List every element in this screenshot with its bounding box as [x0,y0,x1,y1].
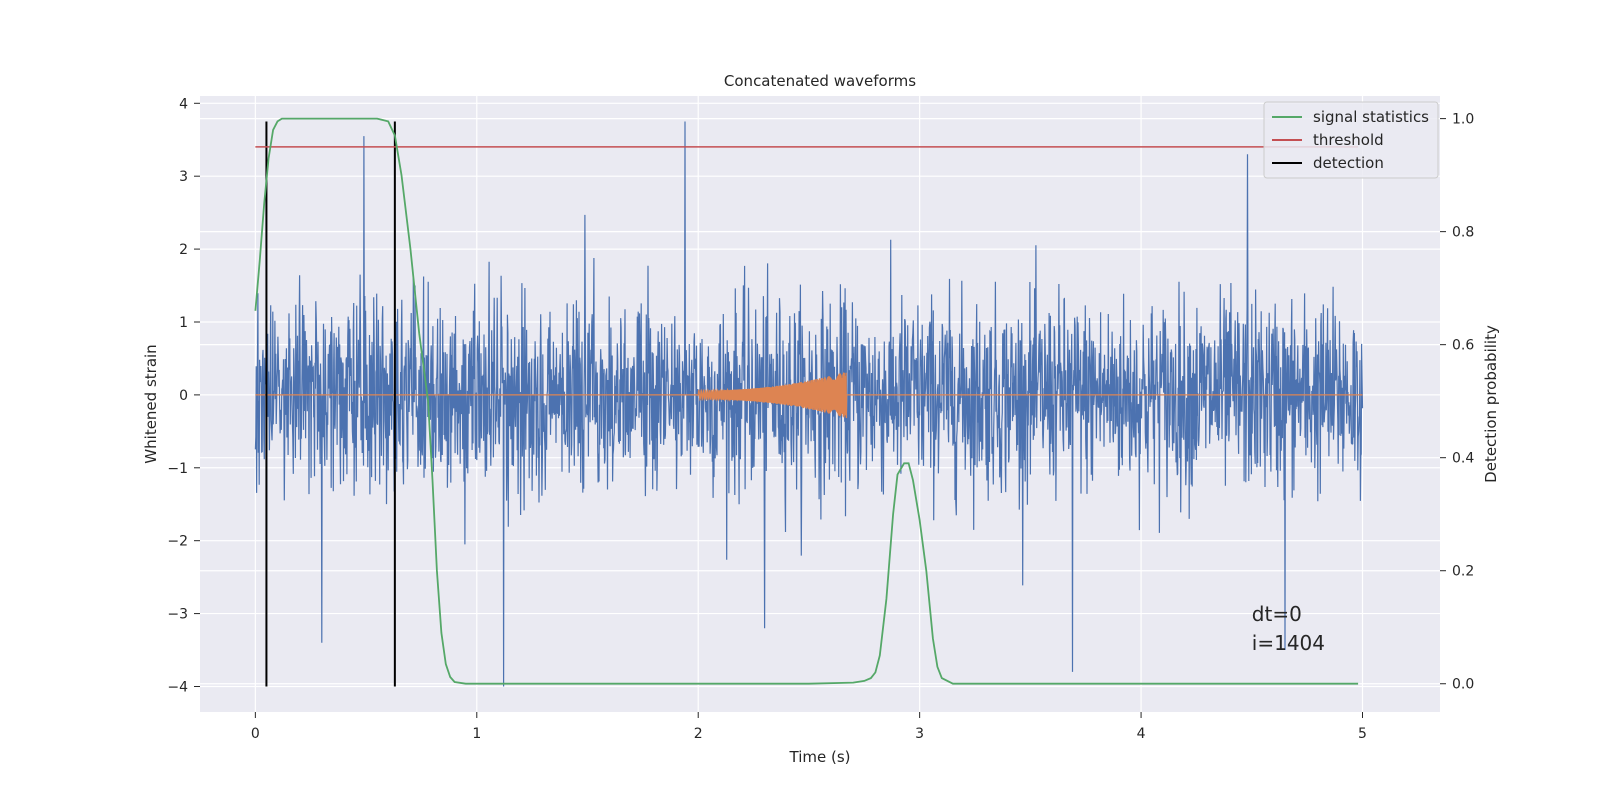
right-y-axis-label: Detection probability [1482,325,1500,483]
right-y-tick-label: 0.6 [1452,338,1474,354]
legend-label-threshold: threshold [1313,131,1384,149]
y-axis-label: Whitened strain [142,344,160,463]
legend-label-signal-statistics: signal statistics [1313,108,1429,126]
x-axis-ticks: 0 1 2 3 4 5 [251,712,1367,742]
y-tick-label: 0 [179,388,188,404]
y-tick-label: 1 [179,315,188,331]
x-axis-label: Time (s) [789,748,851,766]
y-tick-label: −3 [167,607,188,623]
right-y-tick-label: 0.2 [1452,564,1474,580]
x-tick-label: 1 [472,726,481,742]
x-tick-label: 4 [1137,726,1146,742]
x-tick-label: 0 [251,726,260,742]
y-tick-label: −4 [167,679,188,695]
y-tick-label: −2 [167,534,188,550]
plot-contents [254,117,1364,687]
injection-series-line [255,372,1363,419]
y-tick-label: 3 [179,169,188,185]
legend-label-detection: detection [1313,154,1384,172]
right-y-tick-label: 0.4 [1452,451,1474,467]
detection-lines [265,121,396,687]
annotation-index: i=1404 [1252,631,1325,655]
y-axis-ticks: −4 −3 −2 −1 0 1 2 3 4 [167,96,200,695]
legend: signal statistics threshold detection [1263,101,1439,179]
right-y-tick-label: 0.8 [1452,225,1474,241]
strain-series-line [254,121,1364,687]
y-tick-label: 4 [179,96,188,112]
right-y-tick-label: 0.0 [1452,677,1474,693]
x-tick-label: 2 [694,726,703,742]
signal-statistics-series-line [254,117,1359,685]
x-tick-label: 3 [915,726,924,742]
annotation-dt: dt=0 [1252,602,1302,626]
legend-box [1263,101,1439,179]
right-y-axis-ticks: 0.0 0.2 0.4 0.6 0.8 1.0 [1440,112,1474,693]
y-tick-label: −1 [167,461,188,477]
x-tick-label: 5 [1358,726,1367,742]
chart-title: Concatenated waveforms [724,72,916,90]
right-y-tick-label: 1.0 [1452,112,1474,128]
y-tick-label: 2 [179,242,188,258]
